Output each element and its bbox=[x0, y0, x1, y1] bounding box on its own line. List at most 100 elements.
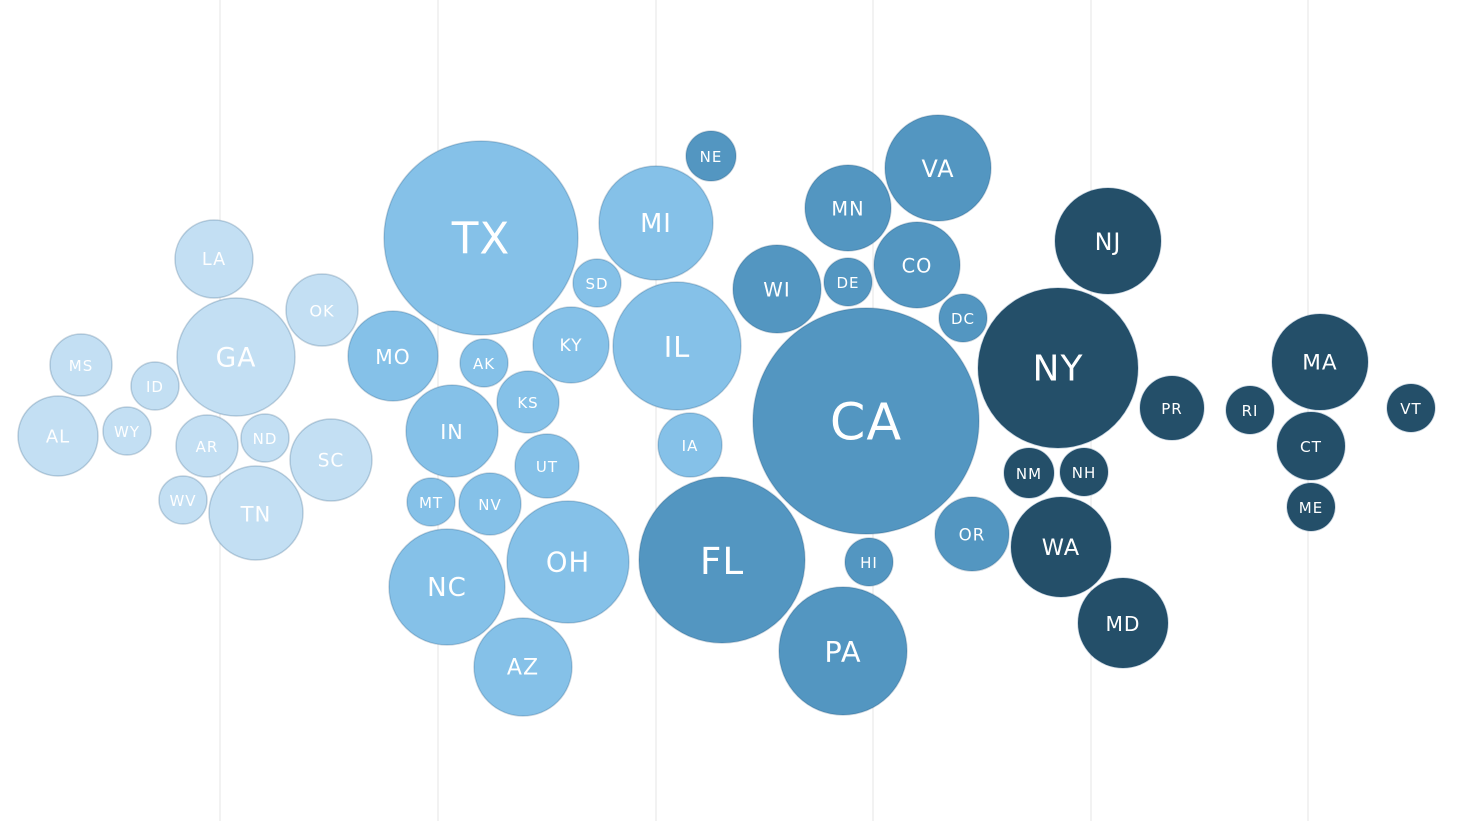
bubble-label: NH bbox=[1072, 464, 1097, 482]
bubble bbox=[285, 273, 359, 347]
bubble-label: AZ bbox=[507, 656, 539, 681]
bubble bbox=[158, 475, 208, 525]
bubble bbox=[685, 130, 737, 182]
bubble bbox=[289, 418, 373, 502]
bubble-label: MN bbox=[831, 198, 864, 221]
bubble-label: IN bbox=[440, 420, 464, 444]
bubble-label: VA bbox=[921, 155, 954, 183]
bubble-label: MT bbox=[419, 494, 443, 512]
bubble-label: NM bbox=[1016, 465, 1042, 483]
bubble-label: ND bbox=[253, 430, 278, 448]
bubble bbox=[934, 496, 1010, 572]
bubble-label: DE bbox=[836, 274, 859, 292]
bubble bbox=[1077, 577, 1169, 669]
bubble-label: SC bbox=[318, 451, 345, 472]
bubble-label: IA bbox=[682, 437, 699, 455]
bubble bbox=[1059, 447, 1109, 497]
bubble-label: VT bbox=[1400, 400, 1421, 418]
bubble bbox=[347, 310, 439, 402]
bubble bbox=[977, 287, 1139, 449]
bubble-label: KS bbox=[517, 394, 538, 412]
bubble bbox=[938, 293, 988, 343]
bubble-label: HI bbox=[860, 554, 878, 572]
bubble bbox=[1054, 187, 1162, 295]
bubble-label: UT bbox=[536, 458, 558, 476]
bubble-label: RI bbox=[1242, 402, 1259, 420]
bubble bbox=[873, 221, 961, 309]
bubble bbox=[388, 528, 506, 646]
bubble-label: NJ bbox=[1095, 228, 1122, 256]
bubble-label: NC bbox=[427, 573, 467, 603]
bubble bbox=[532, 306, 610, 384]
bubble bbox=[458, 472, 522, 536]
bubble-label: MD bbox=[1105, 612, 1140, 636]
bubble bbox=[406, 477, 456, 527]
bubble bbox=[638, 476, 806, 644]
bubble-label: CA bbox=[830, 393, 902, 452]
bubble-label: WI bbox=[763, 279, 790, 302]
bubble bbox=[405, 384, 499, 478]
bubble bbox=[383, 140, 579, 336]
bubble-label: AK bbox=[473, 355, 495, 373]
bubble bbox=[175, 414, 239, 478]
bubble-label: MA bbox=[1302, 351, 1337, 376]
bubble-label: PA bbox=[824, 635, 861, 669]
bubble-label: CO bbox=[902, 255, 933, 278]
bubble-label: WV bbox=[169, 492, 196, 510]
bubble-label: IL bbox=[664, 330, 691, 364]
bubble-label: MI bbox=[640, 209, 672, 239]
bubble-label: SD bbox=[585, 275, 608, 293]
bubble bbox=[130, 361, 180, 411]
bubble-label: FL bbox=[700, 539, 744, 583]
bubble bbox=[1003, 447, 1055, 499]
bubble-label: WA bbox=[1042, 535, 1080, 561]
bubble-label: OR bbox=[959, 526, 986, 545]
bubble bbox=[1225, 385, 1275, 435]
bubble bbox=[506, 500, 630, 624]
bubble bbox=[17, 395, 99, 477]
bubble bbox=[1276, 411, 1346, 481]
bubble-label: MS bbox=[69, 357, 93, 375]
bubble-label: AL bbox=[46, 427, 70, 448]
bubble-label: LA bbox=[202, 250, 226, 270]
bubble bbox=[496, 370, 560, 434]
bubble bbox=[598, 165, 714, 281]
bubble bbox=[1386, 383, 1436, 433]
bubble-label: WY bbox=[114, 423, 140, 441]
bubble-label: ME bbox=[1299, 499, 1323, 517]
bubble bbox=[1286, 482, 1336, 532]
bubble bbox=[657, 412, 723, 478]
bubble-label: OK bbox=[309, 302, 334, 321]
bubble bbox=[1271, 313, 1369, 411]
bubble bbox=[473, 617, 573, 717]
bubble bbox=[884, 114, 992, 222]
bubble bbox=[732, 244, 822, 334]
bubble-label: DC bbox=[951, 310, 975, 328]
bubble-label: AR bbox=[196, 438, 219, 456]
bubble bbox=[174, 219, 254, 299]
bubble bbox=[49, 333, 113, 397]
bubble bbox=[778, 586, 908, 716]
bubble bbox=[514, 433, 580, 499]
bubble bbox=[804, 164, 892, 252]
bubble-label: NE bbox=[700, 148, 723, 166]
bubble-label: GA bbox=[216, 343, 257, 374]
bubble bbox=[176, 297, 296, 417]
bubble-label: CT bbox=[1300, 438, 1322, 456]
bubble bbox=[572, 258, 622, 308]
bubble-label: MO bbox=[375, 345, 410, 369]
bubble-label: NV bbox=[478, 496, 501, 514]
bubble-label: ID bbox=[146, 378, 164, 396]
bubble bbox=[240, 413, 290, 463]
bubble bbox=[612, 281, 742, 411]
bubble bbox=[208, 465, 304, 561]
bubble-label: NY bbox=[1033, 349, 1084, 390]
bubble bbox=[844, 537, 894, 587]
bubble bbox=[1139, 375, 1205, 441]
bubble-label: TN bbox=[240, 502, 272, 527]
bubble bbox=[823, 257, 873, 307]
bubble bbox=[459, 338, 509, 388]
bubble bbox=[102, 406, 152, 456]
bubble-label: PR bbox=[1161, 400, 1182, 418]
